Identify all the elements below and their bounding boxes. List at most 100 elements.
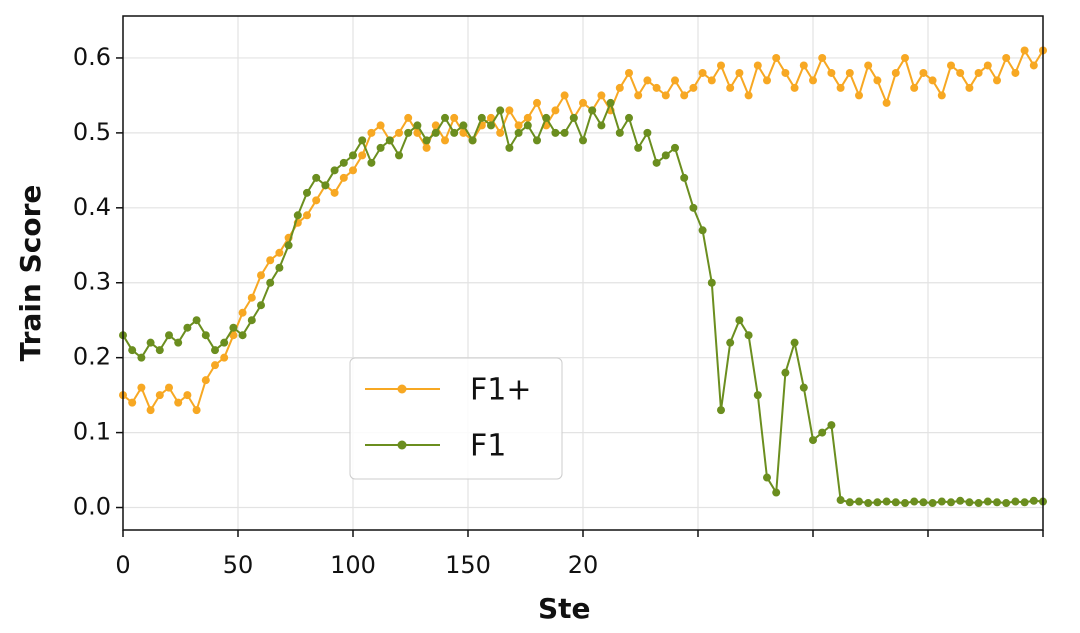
point: [615, 128, 624, 137]
point: [910, 83, 919, 92]
point: [753, 61, 762, 70]
point: [192, 406, 201, 415]
point: [275, 263, 284, 272]
point: [827, 421, 836, 430]
point: [873, 498, 882, 507]
point: [744, 91, 753, 100]
point: [330, 188, 339, 197]
point: [993, 76, 1001, 85]
point: [560, 91, 569, 100]
point: [891, 68, 900, 77]
point: [257, 301, 265, 310]
point: [615, 83, 624, 92]
point: [376, 121, 385, 130]
point: [855, 91, 863, 100]
point: [818, 428, 827, 437]
point: [431, 121, 440, 130]
point: [247, 316, 256, 325]
point: [523, 121, 532, 130]
point: [569, 113, 578, 122]
point: [413, 128, 422, 137]
point: [496, 106, 505, 115]
point: [901, 499, 909, 508]
point: [487, 113, 495, 122]
point: [790, 338, 799, 347]
point: [698, 226, 707, 235]
point: [928, 499, 937, 508]
point: [809, 436, 817, 445]
point: [275, 248, 284, 257]
series: [119, 46, 1047, 415]
point: [376, 143, 385, 152]
series: [119, 98, 1047, 508]
point: [965, 83, 974, 92]
point: [174, 338, 183, 347]
point: [128, 398, 137, 407]
point: [597, 121, 606, 130]
point: [983, 497, 992, 506]
point: [450, 113, 459, 122]
point: [910, 497, 919, 506]
point: [588, 106, 597, 115]
point: [551, 106, 560, 115]
point: [533, 98, 541, 107]
point: [643, 76, 652, 85]
point: [229, 331, 238, 340]
point: [358, 151, 367, 160]
point: [349, 166, 357, 175]
point: [845, 498, 854, 507]
point: [625, 113, 633, 122]
point: [993, 498, 1001, 507]
point: [404, 113, 413, 122]
y-tick-label: 0.1: [73, 418, 111, 446]
point: [809, 76, 817, 85]
point: [312, 196, 321, 205]
point: [560, 128, 569, 137]
point: [459, 121, 468, 130]
point: [882, 98, 891, 107]
point: [799, 61, 808, 70]
point: [928, 76, 937, 85]
point: [1011, 497, 1020, 506]
point: [1020, 46, 1029, 55]
point: [643, 128, 652, 137]
point: [174, 398, 183, 407]
point: [799, 383, 808, 392]
point: [293, 211, 302, 220]
point: [753, 391, 762, 400]
point: [717, 61, 725, 70]
point: [1002, 53, 1011, 62]
point: [137, 353, 146, 362]
point: [551, 128, 560, 137]
point: [919, 498, 928, 507]
point: [891, 498, 900, 507]
point: [689, 203, 698, 212]
point: [146, 338, 155, 347]
point: [864, 499, 873, 508]
point: [974, 68, 983, 77]
point: [947, 61, 955, 70]
point: [303, 211, 311, 220]
point: [450, 128, 459, 137]
point: [220, 353, 229, 362]
point: [385, 136, 394, 145]
point: [1011, 68, 1020, 77]
axes: 0.0 0.1 0.2 0.3 0.4 0.5 0.6 0 50 100 150 20: [73, 43, 1044, 579]
point: [211, 361, 219, 370]
point: [183, 323, 192, 332]
y-tick-label: 0.4: [73, 193, 111, 221]
point: [735, 316, 744, 325]
point: [983, 61, 992, 70]
point: [579, 98, 587, 107]
point: [395, 151, 403, 160]
point: [726, 338, 735, 347]
point: [606, 98, 615, 107]
legend-label: F1+: [470, 373, 531, 408]
legend-marker: [397, 384, 407, 394]
x-tick-label: 100: [330, 551, 376, 579]
point: [818, 53, 827, 62]
point: [845, 68, 854, 77]
point: [514, 121, 523, 130]
y-axis-label: Train Score: [14, 185, 47, 362]
